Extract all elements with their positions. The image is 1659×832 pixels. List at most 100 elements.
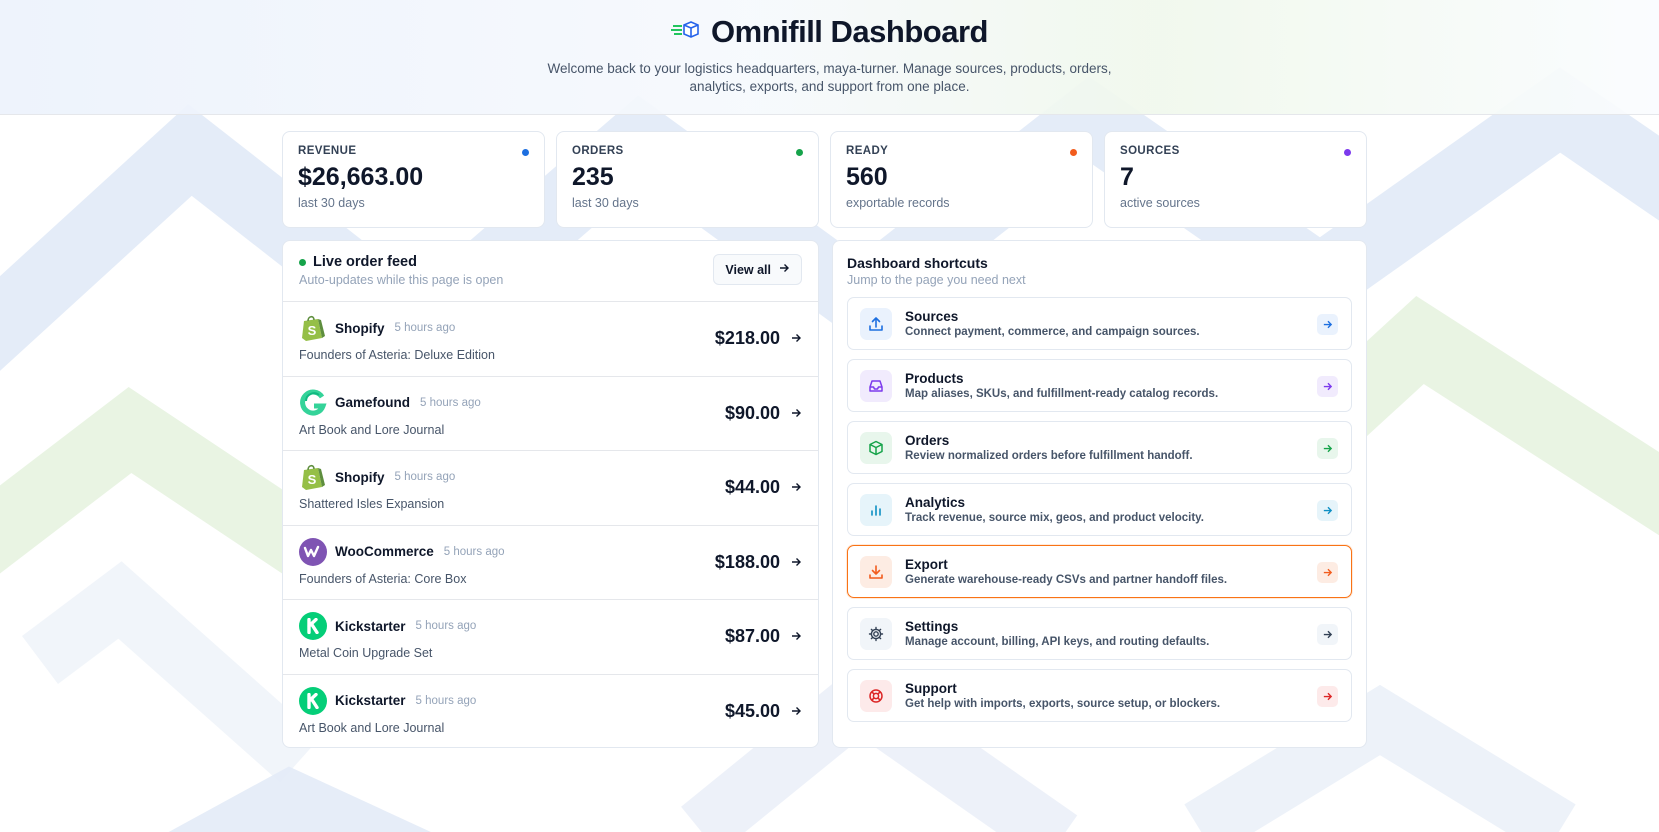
stat-value: 235 xyxy=(572,163,614,191)
shortcut-desc: Review normalized orders before fulfillm… xyxy=(905,450,1193,462)
order-product: Metal Coin Upgrade Set xyxy=(299,646,433,660)
live-dot-icon xyxy=(299,258,306,266)
feed-subtitle: Auto-updates while this page is open xyxy=(299,273,504,287)
arrow-right-icon xyxy=(790,403,802,424)
stat-label: ORDERS xyxy=(572,145,624,157)
live-order-feed: Live order feed Auto-updates while this … xyxy=(282,240,819,748)
shortcuts-list: Sources Connect payment, commerce, and c… xyxy=(847,297,1352,722)
panels-row: Live order feed Auto-updates while this … xyxy=(282,240,1367,748)
shortcuts-title: Dashboard shortcuts xyxy=(847,255,988,271)
shortcuts-subtitle: Jump to the page you need next xyxy=(847,273,1026,287)
arrow-right-icon xyxy=(1317,624,1338,645)
title-row: Omnifill Dashboard xyxy=(0,14,1659,50)
shortcut-desc: Connect payment, commerce, and campaign … xyxy=(905,326,1200,338)
download-icon xyxy=(860,555,892,588)
shortcut-products[interactable]: Products Map aliases, SKUs, and fulfillm… xyxy=(847,359,1352,412)
order-source: WooCommerce xyxy=(335,544,434,559)
stat-value: 7 xyxy=(1120,163,1134,191)
view-all-label: View all xyxy=(725,262,771,277)
svg-text:S: S xyxy=(308,472,317,487)
status-dot-icon xyxy=(1070,149,1077,156)
stat-label: SOURCES xyxy=(1120,145,1180,157)
svg-text:S: S xyxy=(308,323,317,338)
stat-label: READY xyxy=(846,145,889,157)
shortcut-analytics[interactable]: Analytics Track revenue, source mix, geo… xyxy=(847,483,1352,536)
order-row[interactable]: S Shopify 5 hours ago Founders of Asteri… xyxy=(283,302,818,377)
shortcut-name: Export xyxy=(905,557,948,572)
order-time: 5 hours ago xyxy=(415,620,477,632)
arrow-right-icon xyxy=(1317,686,1338,707)
order-amount: $188.00 xyxy=(715,552,802,573)
shortcut-desc: Generate warehouse-ready CSVs and partne… xyxy=(905,574,1228,586)
delivery-box-icon xyxy=(671,20,701,45)
order-row[interactable]: Gamefound 5 hours ago Art Book and Lore … xyxy=(283,377,818,451)
arrow-right-icon xyxy=(790,626,802,647)
order-amount-value: $188.00 xyxy=(714,551,780,572)
shortcut-support[interactable]: Support Get help with imports, exports, … xyxy=(847,669,1352,722)
view-all-button[interactable]: View all xyxy=(713,254,802,285)
order-source: Shopify xyxy=(335,469,385,485)
shopify-icon: S xyxy=(299,314,327,342)
order-time: 5 hours ago xyxy=(420,396,481,409)
order-row[interactable]: S Shopify 5 hours ago Shattered Isles Ex… xyxy=(283,451,818,526)
stat-card-revenue: REVENUE $26,663.00 last 30 days xyxy=(282,131,545,228)
arrow-right-icon xyxy=(790,328,802,349)
shortcut-desc: Track revenue, source mix, geos, and pro… xyxy=(905,512,1204,524)
shortcut-name: Support xyxy=(905,681,957,696)
order-amount: $218.00 xyxy=(715,328,802,349)
arrow-right-icon xyxy=(1317,314,1338,335)
shortcut-orders[interactable]: Orders Review normalized orders before f… xyxy=(847,421,1352,474)
order-amount-value: $87.00 xyxy=(724,626,780,646)
dashboard-shortcuts: Dashboard shortcuts Jump to the page you… xyxy=(832,240,1367,748)
stat-label: REVENUE xyxy=(298,145,357,157)
order-source: Kickstarter xyxy=(335,618,406,634)
order-product: Art Book and Lore Journal xyxy=(299,422,445,437)
shortcut-name: Orders xyxy=(905,433,950,448)
order-amount: $45.00 xyxy=(725,701,802,722)
order-source: Gamefound xyxy=(335,395,411,410)
stats-row: REVENUE $26,663.00 last 30 days ORDERS 2… xyxy=(282,131,1367,228)
arrow-right-icon xyxy=(778,262,790,277)
page-header: Omnifill Dashboard Welcome back to your … xyxy=(0,0,1659,115)
shortcut-name: Analytics xyxy=(905,495,966,510)
stat-sub: active sources xyxy=(1120,196,1200,210)
order-row[interactable]: Kickstarter 5 hours ago Art Book and Lor… xyxy=(283,675,818,750)
feed-title-text: Live order feed xyxy=(313,254,417,270)
order-source: Shopify xyxy=(335,320,385,336)
woocommerce-icon xyxy=(299,537,327,566)
order-amount-value: $45.00 xyxy=(724,700,780,721)
lifebuoy-icon xyxy=(860,679,892,712)
order-time: 5 hours ago xyxy=(394,471,456,483)
stat-value: 560 xyxy=(846,163,888,191)
arrow-right-icon xyxy=(1317,500,1338,521)
order-amount-value: $44.00 xyxy=(724,477,780,497)
stat-sub: exportable records xyxy=(846,196,950,210)
shortcut-settings[interactable]: Settings Manage account, billing, API ke… xyxy=(847,607,1352,660)
page-title: Omnifill Dashboard xyxy=(711,14,988,49)
gear-icon xyxy=(860,617,892,650)
stat-card-orders: ORDERS 235 last 30 days xyxy=(556,131,819,228)
package-icon xyxy=(860,431,892,464)
order-product: Founders of Asteria: Deluxe Edition xyxy=(299,348,495,362)
shortcut-export[interactable]: Export Generate warehouse-ready CSVs and… xyxy=(847,545,1352,598)
stat-card-sources: SOURCES 7 active sources xyxy=(1104,131,1367,228)
order-product: Art Book and Lore Journal xyxy=(299,720,445,735)
kickstarter-icon xyxy=(299,686,327,715)
stat-card-ready: READY 560 exportable records xyxy=(830,131,1093,228)
order-product: Founders of Asteria: Core Box xyxy=(299,571,467,586)
inbox-icon xyxy=(860,369,892,402)
stat-value: $26,663.00 xyxy=(298,163,424,191)
arrow-right-icon xyxy=(1317,562,1338,583)
dashboard-main: REVENUE $26,663.00 last 30 days ORDERS 2… xyxy=(282,131,1367,748)
shortcut-sources[interactable]: Sources Connect payment, commerce, and c… xyxy=(847,297,1352,350)
arrow-right-icon xyxy=(790,552,802,573)
stat-sub: last 30 days xyxy=(298,196,365,210)
shortcut-desc: Get help with imports, exports, source s… xyxy=(905,698,1221,710)
order-row[interactable]: Kickstarter 5 hours ago Metal Coin Upgra… xyxy=(283,600,818,675)
order-time: 5 hours ago xyxy=(443,545,505,558)
order-amount: $44.00 xyxy=(725,477,802,498)
bar-chart-icon xyxy=(860,493,892,526)
feed-title: Live order feed xyxy=(299,254,802,270)
order-row[interactable]: WooCommerce 5 hours ago Founders of Aste… xyxy=(283,526,818,600)
shopify-icon: S xyxy=(299,463,327,491)
